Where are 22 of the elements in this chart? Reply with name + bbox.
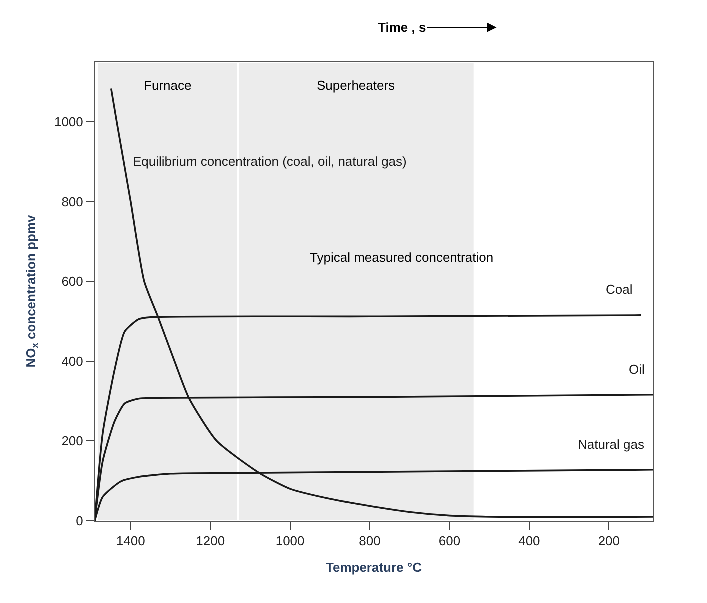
band-label: Superheaters bbox=[317, 78, 396, 93]
y-tick-label: 600 bbox=[62, 274, 84, 290]
annotation: Typical measured concentration bbox=[310, 250, 494, 265]
series-label: Equilibrium concentration (coal, oil, natural gas) bbox=[133, 154, 407, 169]
text: Time , s bbox=[378, 20, 426, 35]
series-label: Oil bbox=[629, 362, 645, 377]
x-tick-label: 600 bbox=[438, 534, 461, 549]
band-label: Furnace bbox=[144, 78, 192, 93]
series-label: Natural gas bbox=[578, 437, 645, 452]
x-tick-label: 1400 bbox=[116, 534, 146, 549]
y-tick-label: 800 bbox=[62, 194, 84, 210]
x-tick-label: 800 bbox=[359, 534, 381, 549]
x-tick-label: 200 bbox=[598, 534, 620, 549]
x-tick-label: 1000 bbox=[276, 534, 305, 549]
x-tick-label: 400 bbox=[518, 534, 540, 549]
y-tick-label: 0 bbox=[76, 514, 84, 529]
x-axis-title: Temperature °C bbox=[326, 560, 423, 576]
y-tick-label: 400 bbox=[62, 354, 84, 369]
x-tick-label: 1200 bbox=[196, 534, 226, 549]
y-tick-label: 1000 bbox=[54, 114, 84, 130]
series-label: Coal bbox=[606, 282, 633, 297]
y-tick-label: 200 bbox=[62, 434, 84, 449]
